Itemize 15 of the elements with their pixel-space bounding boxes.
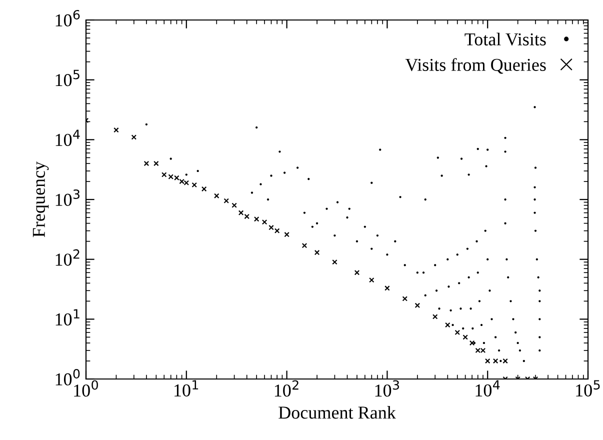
x-tick-label: 10$^{2}$: [274, 380, 298, 397]
y-tick-label: 10$^{3}$: [56, 189, 80, 206]
x-tick-label: 10$^{1}$: [174, 380, 198, 396]
y-tick-label: 10$^{4}$: [56, 130, 80, 146]
legend-label: Visits from Queries: [405, 58, 546, 74]
y-tick-label: 10$^{1}$: [56, 309, 80, 326]
y-axis-title: Frequency: [32, 161, 49, 238]
x-axis-title: Document Rank: [278, 406, 396, 419]
y-tick-label: 10$^{5}$: [56, 70, 80, 86]
x-tick-label: 10$^{5}$: [576, 380, 600, 396]
x-tick-label: 10$^{4}$: [476, 380, 500, 396]
y-tick-label: 10$^{2}$: [56, 249, 80, 266]
legend-label: Total Visits: [464, 32, 546, 46]
y-tick-label: 10$^{6}$: [56, 10, 80, 26]
x-tick-label: 10$^{3}$: [375, 380, 400, 397]
